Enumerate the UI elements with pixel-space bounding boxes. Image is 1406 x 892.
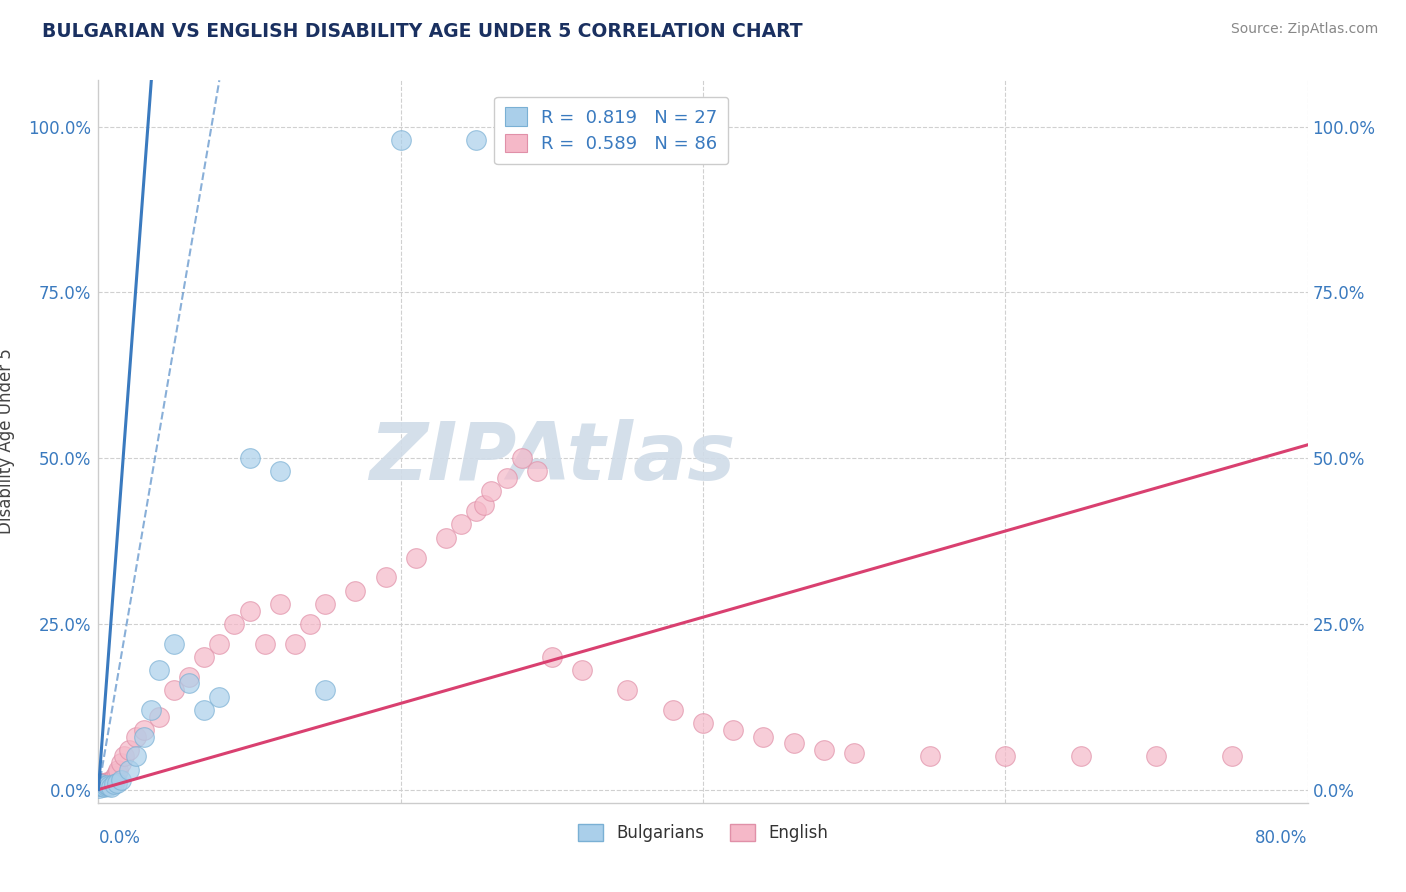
Point [481, 484, 503, 499]
Point [239, 603, 262, 617]
Point [269, 597, 291, 611]
Point [103, 777, 125, 791]
Point [118, 743, 141, 757]
Point [89, 779, 111, 793]
Point [148, 709, 170, 723]
Point [96, 778, 118, 792]
Point [98, 774, 121, 789]
Point [89, 779, 111, 793]
Point [434, 531, 457, 545]
Point [193, 703, 215, 717]
Point [783, 736, 806, 750]
Point [253, 637, 276, 651]
Point [179, 670, 201, 684]
Point [208, 690, 231, 704]
Point [472, 498, 495, 512]
Point [163, 637, 186, 651]
Point [93, 779, 115, 793]
Point [125, 730, 148, 744]
Point [94, 776, 117, 790]
Point [526, 464, 548, 478]
Point [540, 650, 562, 665]
Point [100, 776, 122, 790]
Point [93, 780, 115, 794]
Legend: Bulgarians, English: Bulgarians, English [572, 817, 834, 848]
Text: ZIPAtlas: ZIPAtlas [368, 419, 735, 497]
Point [389, 133, 412, 147]
Point [1146, 749, 1168, 764]
Point [450, 517, 472, 532]
Point [118, 763, 141, 777]
Point [752, 730, 775, 744]
Point [844, 746, 866, 760]
Point [193, 650, 215, 665]
Point [100, 774, 122, 789]
Point [103, 772, 125, 787]
Point [112, 749, 135, 764]
Point [723, 723, 745, 737]
Point [344, 583, 367, 598]
Point [97, 777, 120, 791]
Point [141, 703, 163, 717]
Point [90, 776, 112, 790]
Point [96, 775, 118, 789]
Point [299, 616, 322, 631]
Point [616, 683, 638, 698]
Point [125, 749, 148, 764]
Point [179, 676, 201, 690]
Point [510, 451, 533, 466]
Point [91, 779, 114, 793]
Point [314, 683, 336, 698]
Point [208, 637, 231, 651]
Point [994, 749, 1017, 764]
Text: 0.0%: 0.0% [98, 830, 141, 847]
Point [90, 777, 112, 791]
Point [405, 550, 427, 565]
Point [163, 683, 186, 698]
Point [107, 763, 129, 777]
Point [98, 779, 121, 793]
Point [91, 776, 114, 790]
Point [465, 133, 488, 147]
Point [104, 769, 127, 783]
Point [93, 777, 115, 791]
Point [374, 570, 396, 584]
Point [94, 776, 117, 790]
Point [813, 743, 835, 757]
Point [132, 723, 155, 737]
Point [465, 504, 488, 518]
Text: BULGARIAN VS ENGLISH DISABILITY AGE UNDER 5 CORRELATION CHART: BULGARIAN VS ENGLISH DISABILITY AGE UNDE… [42, 22, 803, 41]
Point [661, 703, 683, 717]
Point [110, 756, 132, 770]
Point [571, 663, 593, 677]
Point [101, 773, 124, 788]
Point [105, 766, 128, 780]
Point [284, 637, 307, 651]
Point [90, 777, 112, 791]
Y-axis label: Disability Age Under 5: Disability Age Under 5 [0, 349, 14, 534]
Point [1070, 749, 1092, 764]
Point [495, 471, 517, 485]
Point [314, 597, 336, 611]
Point [98, 776, 121, 790]
Point [110, 772, 132, 787]
Point [96, 778, 118, 792]
Point [90, 779, 112, 793]
Point [239, 451, 262, 466]
Point [100, 780, 122, 794]
Point [132, 730, 155, 744]
Point [692, 716, 714, 731]
Point [148, 663, 170, 677]
Point [269, 464, 291, 478]
Point [91, 778, 114, 792]
Point [224, 616, 246, 631]
Point [105, 776, 128, 790]
Point [101, 772, 124, 787]
Point [918, 749, 941, 764]
Point [94, 779, 117, 793]
Text: Source: ZipAtlas.com: Source: ZipAtlas.com [1230, 22, 1378, 37]
Text: 80.0%: 80.0% [1256, 830, 1308, 847]
Point [89, 780, 111, 795]
Point [1220, 749, 1243, 764]
